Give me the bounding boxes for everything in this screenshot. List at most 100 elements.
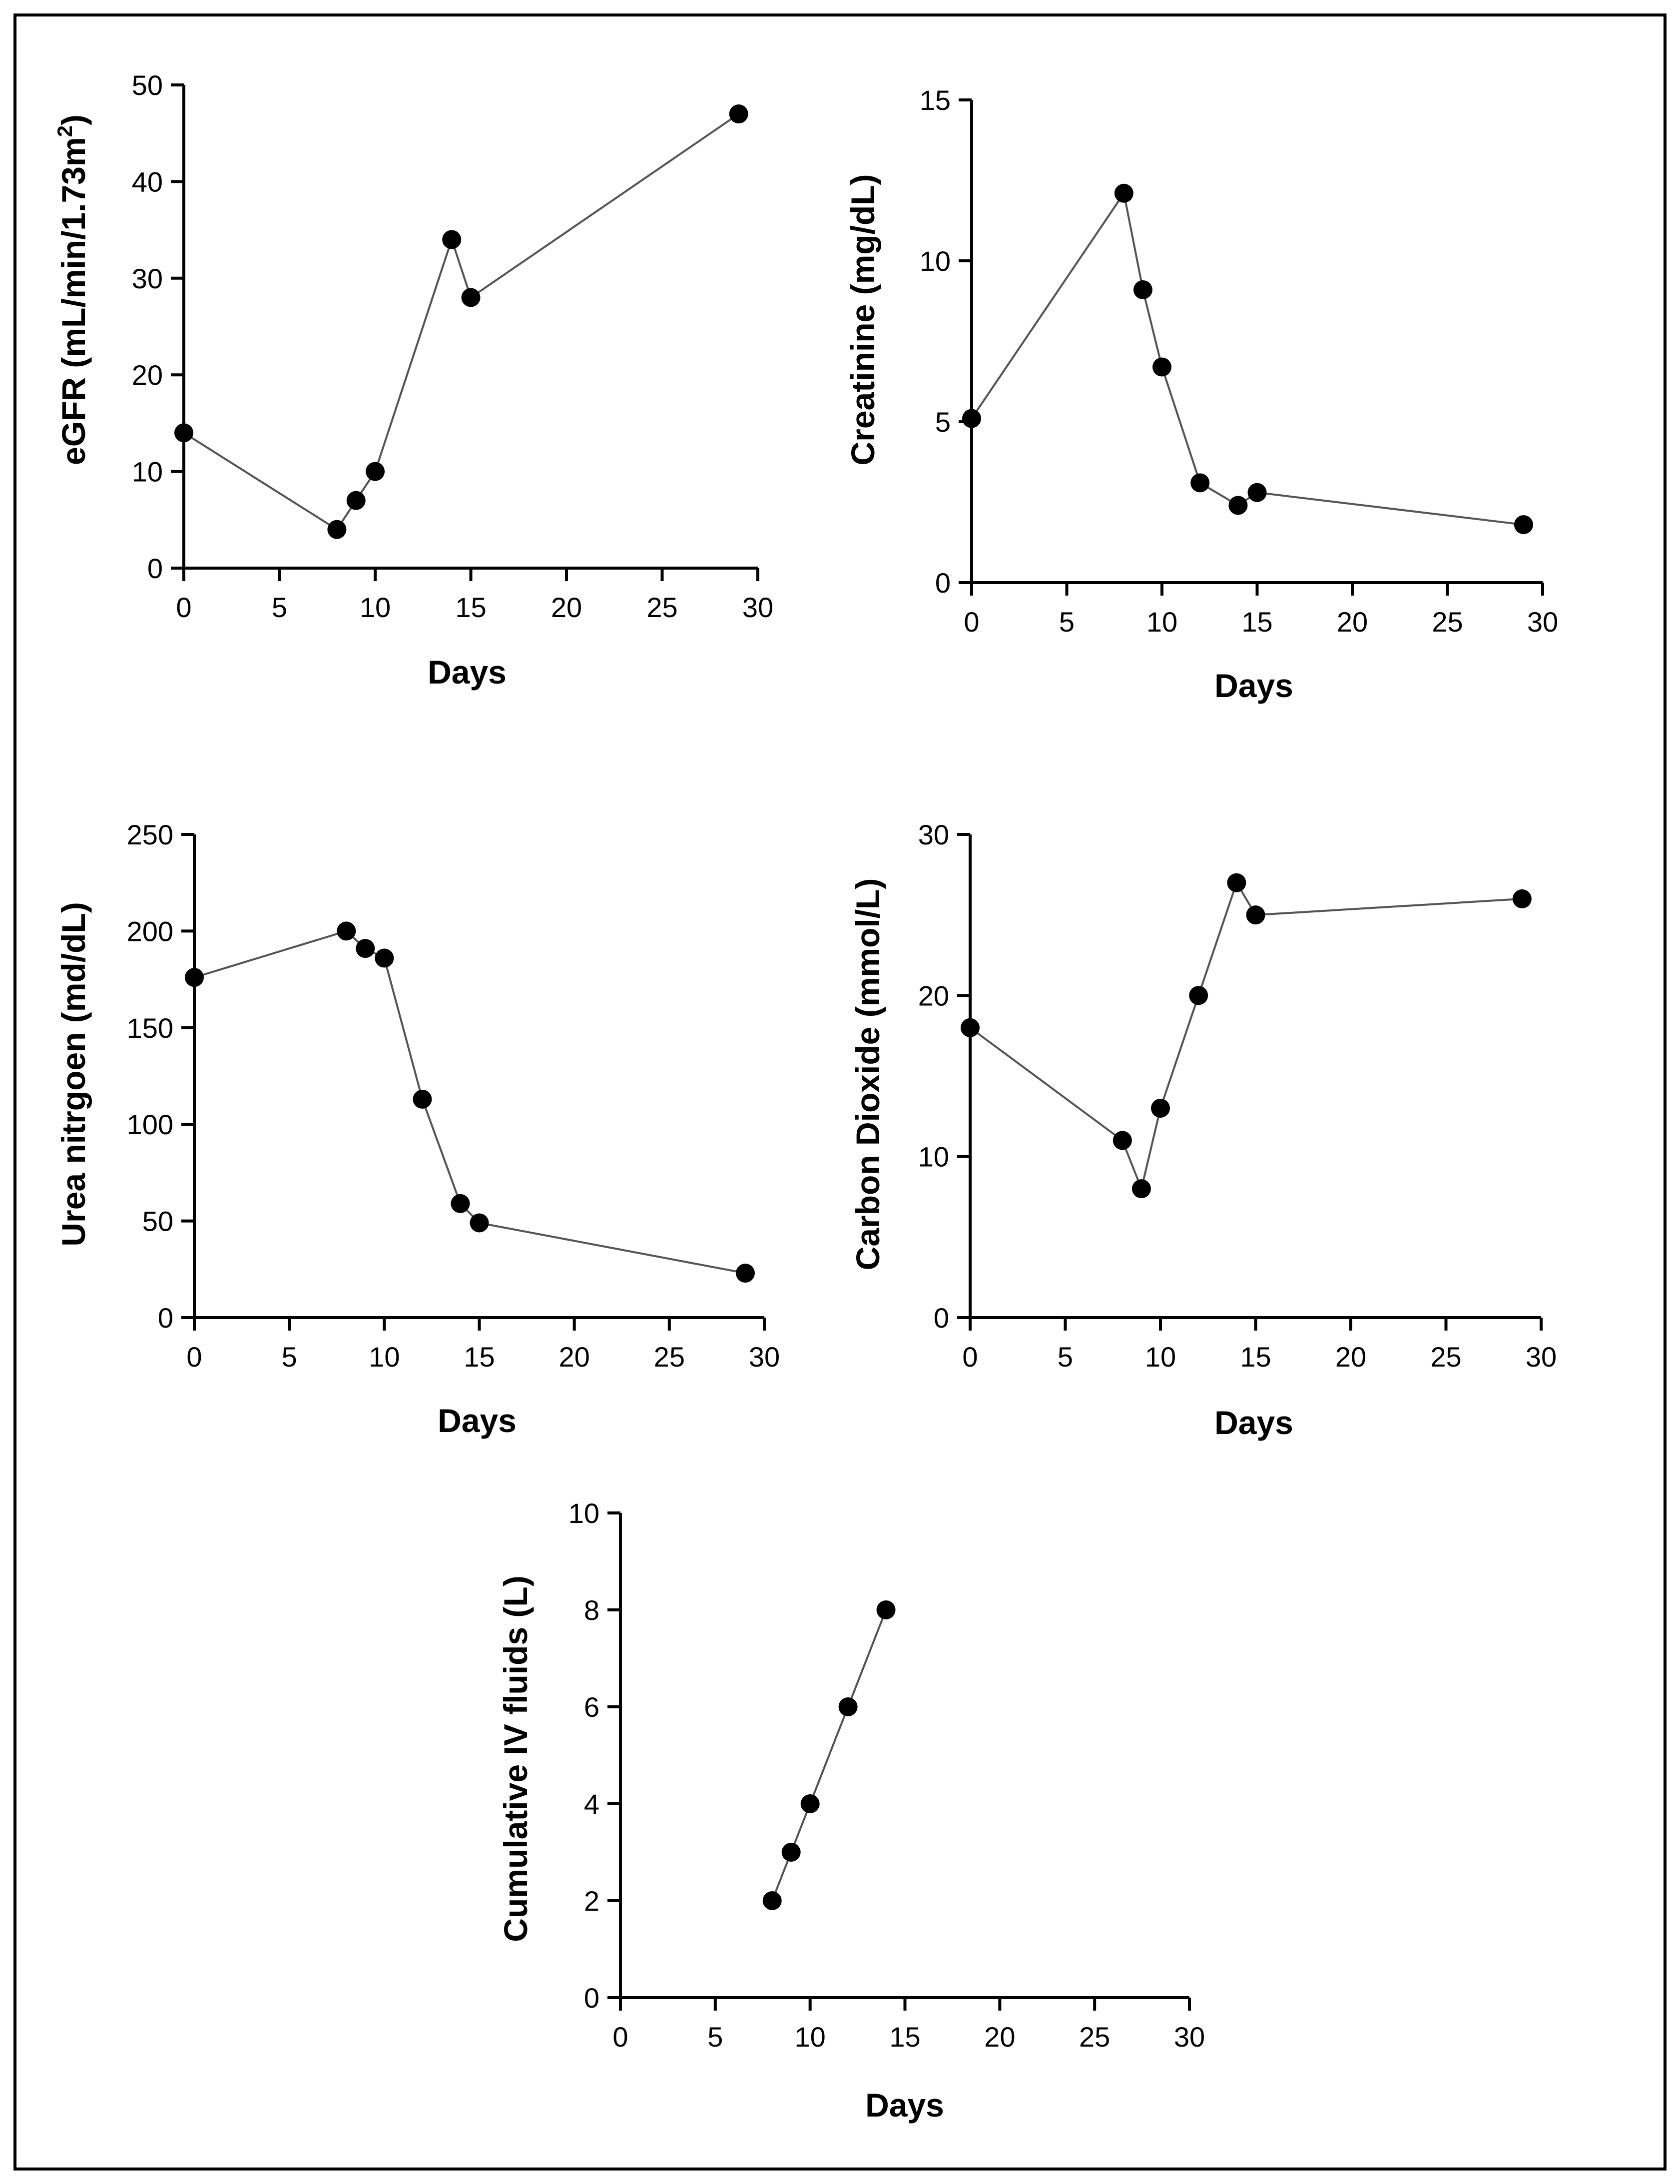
- chart-egfr-x-tick-label: 10: [360, 592, 391, 623]
- chart-co2-data-point: [1131, 1179, 1151, 1199]
- chart-creatinine-x-tick-label: 10: [1146, 606, 1177, 638]
- chart-bun-data-point: [337, 921, 356, 941]
- chart-co2-data-point: [961, 1018, 980, 1037]
- chart-egfr-data-point: [442, 230, 462, 249]
- chart-co2-x-tick-label: 0: [962, 1341, 978, 1373]
- chart-egfr-y-tick-label: 40: [132, 166, 163, 197]
- chart-egfr-x-tick-label: 0: [176, 592, 191, 623]
- chart-egfr-y-tick-label: 30: [132, 263, 163, 294]
- chart-egfr-data-point: [461, 288, 481, 307]
- chart-bun-y-tick-label: 50: [142, 1206, 173, 1237]
- chart-creatinine-data-point: [962, 409, 981, 428]
- chart-egfr-ylabel-sup: 2: [53, 125, 76, 137]
- chart-ivfluids-y-tick-label: 8: [584, 1594, 599, 1626]
- chart-bun-y-tick-label: 0: [158, 1302, 173, 1334]
- chart-co2-ylabel: Carbon Dioxide (mmol/L): [849, 878, 886, 1271]
- chart-bun-data-point: [470, 1213, 489, 1233]
- chart-co2-data-point: [1246, 905, 1265, 925]
- chart-creatinine-y-tick-label: 0: [935, 567, 951, 599]
- chart-bun-y-tick-label: 150: [127, 1012, 173, 1044]
- chart-bun-data-point: [356, 939, 375, 958]
- chart-creatinine-data-point: [1190, 473, 1210, 493]
- chart-bun-y-tick-label: 200: [127, 915, 173, 947]
- chart-bun-xlabel: Days: [438, 1402, 517, 1439]
- chart-bun-ylabel: Urea nitrgoen (md/dL): [55, 902, 92, 1246]
- chart-bun-x-tick-label: 5: [282, 1341, 297, 1373]
- chart-co2-x-tick-label: 25: [1430, 1341, 1461, 1373]
- chart-co2-x-tick-label: 30: [1526, 1341, 1557, 1373]
- figure-border: [13, 13, 1667, 2171]
- chart-creatinine-ylabel: Creatinine (mg/dL): [844, 174, 881, 465]
- chart-ivfluids-data-point: [781, 1843, 801, 1862]
- chart-egfr-data-point: [366, 462, 385, 481]
- chart-creatinine-y-tick-label: 15: [920, 84, 951, 116]
- chart-egfr-ylabel-main: eGFR (mL/min/1.73m: [55, 137, 92, 465]
- chart-creatinine-x-tick-label: 0: [964, 606, 979, 638]
- chart-co2-y-tick-label: 20: [918, 980, 949, 1011]
- chart-creatinine-data-point: [1114, 183, 1133, 203]
- chart-bun-x-tick-label: 20: [559, 1341, 590, 1373]
- chart-egfr-ylabel: eGFR (mL/min/1.73m2): [53, 114, 92, 465]
- chart-egfr-y-tick-label: 20: [132, 359, 163, 391]
- chart-bun-x-tick-label: 15: [464, 1341, 495, 1373]
- chart-egfr-y-tick-label: 50: [132, 69, 163, 101]
- chart-creatinine-data-point: [1152, 357, 1171, 377]
- chart-co2-x-tick-label: 15: [1240, 1341, 1271, 1373]
- chart-creatinine-data-point: [1514, 515, 1533, 535]
- chart-egfr-y-tick-label: 0: [147, 553, 163, 584]
- chart-creatinine: Creatinine (mg/dL) Days 0 5 10 15 0 5 10 15 20 25…: [844, 84, 1558, 704]
- chart-co2-data-point: [1113, 1131, 1132, 1150]
- chart-ivfluids-x-tick-label: 25: [1079, 2021, 1110, 2053]
- chart-co2-data-point: [1189, 986, 1208, 1005]
- chart-ivfluids-ylabel: Cumulative IV fluids (L): [497, 1575, 534, 1942]
- chart-co2-x-tick-label: 10: [1145, 1341, 1176, 1373]
- chart-creatinine-data-point: [1228, 496, 1248, 515]
- chart-ivfluids-data-point: [762, 1891, 782, 1910]
- chart-co2-xlabel: Days: [1214, 1404, 1293, 1441]
- chart-ivfluids-x-tick-label: 15: [889, 2021, 920, 2053]
- chart-ivfluids-data-point: [838, 1697, 858, 1716]
- chart-ivfluids-x-tick-label: 5: [707, 2021, 723, 2053]
- chart-creatinine-data-point: [1133, 280, 1152, 299]
- chart-egfr-x-tick-label: 30: [742, 592, 773, 623]
- chart-co2-data-point: [1151, 1098, 1170, 1118]
- chart-ivfluids-x-tick-label: 10: [795, 2021, 826, 2053]
- chart-ivfluids-y-tick-label: 0: [584, 1982, 599, 2014]
- chart-egfr-data-point: [346, 491, 366, 510]
- chart-bun-data-point: [735, 1264, 755, 1283]
- chart-creatinine-x-tick-label: 30: [1527, 606, 1558, 638]
- chart-egfr-ylabel-suffix: ): [55, 114, 92, 125]
- chart-co2-data-point: [1227, 873, 1246, 892]
- chart-egfr-x-tick-label: 25: [646, 592, 677, 623]
- chart-egfr-data-point: [729, 104, 748, 124]
- chart-co2-y-tick-label: 10: [918, 1141, 949, 1173]
- chart-co2-y-tick-label: 30: [918, 819, 949, 850]
- chart-egfr-data-point: [327, 520, 347, 539]
- chart-egfr-y-tick-label: 10: [132, 456, 163, 488]
- chart-egfr-x-tick-label: 5: [272, 592, 287, 623]
- chart-creatinine-xlabel: Days: [1214, 667, 1293, 704]
- chart-co2-x-tick-label: 5: [1058, 1341, 1073, 1373]
- chart-bun-data-point: [413, 1089, 432, 1109]
- chart-bun-data-point: [375, 948, 394, 968]
- chart-bun-y-tick-label: 100: [127, 1109, 173, 1140]
- chart-bun-x-tick-label: 10: [369, 1341, 400, 1373]
- chart-bun-y-tick-label: 250: [127, 819, 173, 850]
- chart-ivfluids-y-tick-label: 2: [584, 1885, 599, 1917]
- chart-bun: Urea nitrgoen (md/dL) Days 0 50 100 150 200 2…: [55, 819, 780, 1439]
- chart-ivfluids-x-tick-label: 30: [1174, 2021, 1205, 2053]
- chart-creatinine-data-point: [1247, 483, 1267, 502]
- chart-egfr-xlabel: Days: [428, 654, 507, 691]
- chart-egfr: eGFR (mL/min/1.73m2) Days 0 10 20 30 40 50 0 5 1…: [53, 69, 773, 691]
- chart-bun-data-point: [185, 968, 204, 987]
- chart-ivfluids: Cumulative IV fluids (L) Days 0 2 4 6 8 10 0 5 1…: [497, 1497, 1205, 2124]
- chart-ivfluids-y-tick-label: 6: [584, 1691, 599, 1723]
- chart-co2-x-tick-label: 20: [1335, 1341, 1366, 1373]
- chart-bun-data-point: [451, 1194, 470, 1213]
- chart-creatinine-x-tick-label: 20: [1337, 606, 1368, 638]
- chart-egfr-x-tick-label: 15: [455, 592, 486, 623]
- chart-ivfluids-y-tick-label: 4: [584, 1788, 599, 1820]
- chart-bun-x-tick-label: 25: [654, 1341, 685, 1373]
- chart-creatinine-y-tick-label: 5: [935, 406, 951, 438]
